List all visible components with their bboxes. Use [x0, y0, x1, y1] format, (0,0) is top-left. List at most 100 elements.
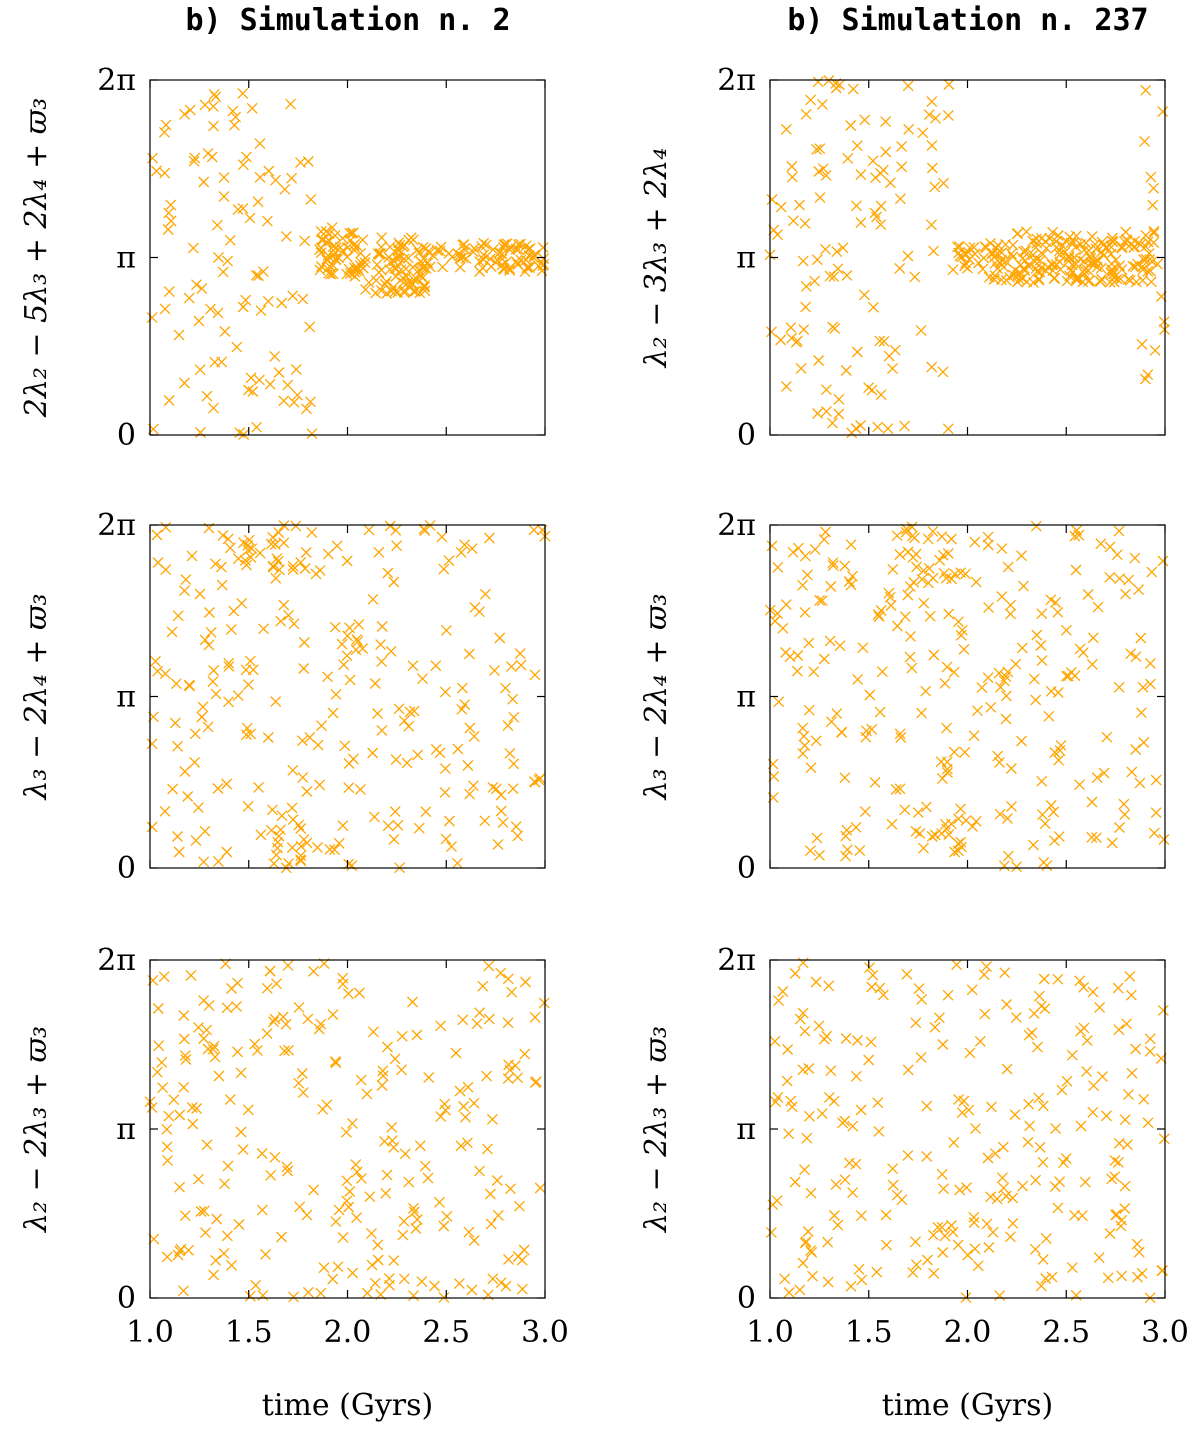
x-tick-label: 3.0 [1141, 1315, 1189, 1350]
scatter-point [341, 1195, 353, 1207]
scatter-point [855, 1104, 867, 1116]
scatter-point [178, 1010, 190, 1021]
scatter-point [787, 546, 799, 558]
scatter-point [464, 722, 476, 734]
scatter-point [1056, 240, 1068, 252]
scatter-point [1053, 754, 1065, 766]
scatter-point [160, 119, 172, 131]
scatter-point [341, 650, 353, 662]
scatter-point [293, 1077, 305, 1089]
scatter-point [1135, 707, 1147, 719]
y-tick-label: 0 [117, 1281, 136, 1316]
y-tick-label: 0 [117, 418, 136, 453]
scatter-point [874, 982, 886, 994]
scatter-point [380, 275, 392, 287]
scatter-point [869, 207, 881, 219]
scatter-point [381, 1169, 393, 1181]
scatter-point [146, 1102, 158, 1114]
scatter-point [821, 405, 832, 417]
scatter-point [178, 1033, 190, 1045]
scatter-point [280, 1018, 292, 1030]
scatter-point [203, 639, 215, 651]
scatter-point [811, 254, 823, 266]
scatter-point [246, 543, 258, 555]
scatter-point [783, 1128, 795, 1140]
scatter-point [926, 96, 938, 108]
scatter-point [834, 640, 846, 652]
scatter-point [899, 420, 911, 432]
scatter-point [857, 642, 869, 654]
scatter-point [1028, 673, 1040, 685]
scatter-point [169, 717, 181, 729]
scatter-point [249, 1038, 261, 1050]
scatter-point [1116, 1214, 1128, 1226]
scatter-point [1021, 276, 1033, 288]
scatter-point [315, 1287, 327, 1299]
scatter-point [941, 722, 952, 734]
scatter-point [218, 191, 230, 202]
scatter-point [418, 523, 430, 535]
scatter-point [172, 831, 183, 842]
scatter-point [997, 1141, 1009, 1153]
scatter-point [435, 1111, 447, 1123]
scatter-point [936, 828, 948, 840]
scatter-point [799, 1025, 811, 1037]
scatter-point [270, 849, 282, 861]
scatter-point [942, 989, 954, 1001]
scatter-point [283, 1044, 295, 1056]
scatter-point [939, 818, 951, 830]
scatter-point [828, 271, 840, 283]
scatter-point [374, 248, 386, 260]
scatter-point [952, 1239, 964, 1251]
scatter-point [189, 756, 201, 768]
scatter-point [1045, 800, 1057, 811]
y-tick-label: π [736, 1112, 756, 1147]
scatter-point [880, 1209, 892, 1221]
x-tick-label: 2.5 [422, 1315, 470, 1350]
scatter-point [157, 1082, 169, 1094]
scatter-point [1106, 264, 1117, 276]
scatter-point [515, 254, 527, 266]
scatter-point [407, 660, 419, 672]
scatter-point [1034, 1141, 1046, 1153]
scatter-series [765, 957, 1170, 1304]
scatter-point [1043, 710, 1055, 722]
scatter-point [1045, 594, 1057, 606]
scatter-point [1066, 259, 1078, 271]
scatter-point [1011, 228, 1023, 240]
scatter-point [1031, 265, 1043, 277]
scatter-point [1087, 986, 1099, 998]
scatter-point [901, 968, 913, 980]
y-axis-label: λ₃ − 2λ₄ + ϖ₃ [19, 593, 54, 800]
scatter-point [1124, 970, 1136, 982]
scatter-point [322, 671, 333, 683]
scatter-point [305, 193, 317, 205]
scatter-point [1033, 1092, 1045, 1104]
scatter-point [388, 833, 400, 845]
scatter-point [355, 1074, 367, 1086]
scatter-point [342, 988, 354, 1000]
scatter-point [498, 239, 510, 251]
scatter-point [388, 281, 399, 293]
scatter-point [343, 758, 355, 769]
scatter-point [330, 1057, 342, 1069]
scatter-point [1016, 735, 1027, 747]
scatter-point [867, 155, 879, 167]
scatter-point [805, 762, 817, 774]
scatter-point [797, 579, 809, 591]
scatter-point [277, 1011, 289, 1023]
scatter-point [789, 968, 801, 979]
scatter-point [843, 1157, 855, 1169]
scatter-point [1048, 806, 1059, 818]
scatter-point [801, 569, 813, 581]
scatter-point [208, 665, 220, 676]
scatter-point [529, 1077, 541, 1089]
scatter-point [875, 389, 887, 401]
scatter-point [937, 1247, 949, 1258]
scatter-point [1002, 561, 1014, 573]
scatter-point [353, 619, 365, 631]
scatter-point [397, 241, 409, 253]
scatter-point [1040, 1233, 1052, 1245]
scatter-point [300, 547, 312, 558]
scatter-point [839, 560, 851, 572]
